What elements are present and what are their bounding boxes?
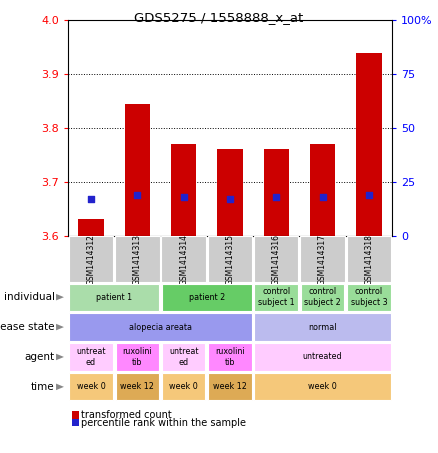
Bar: [310, 144, 335, 236]
Text: GSM1414313: GSM1414313: [133, 234, 142, 284]
Text: GSM1414316: GSM1414316: [272, 234, 281, 284]
Point: [88, 195, 95, 202]
Bar: [254, 343, 391, 371]
Text: GDS5275 / 1558888_x_at: GDS5275 / 1558888_x_at: [134, 11, 304, 24]
Bar: [78, 219, 104, 236]
Bar: [115, 236, 159, 282]
Text: week 0: week 0: [77, 382, 106, 391]
Text: transformed count: transformed count: [81, 410, 172, 420]
Point: [273, 193, 280, 200]
Bar: [301, 284, 344, 311]
Text: GSM1414315: GSM1414315: [226, 234, 234, 284]
Bar: [69, 313, 252, 341]
Text: week 12: week 12: [120, 382, 154, 391]
Polygon shape: [56, 384, 64, 390]
Text: week 0: week 0: [308, 382, 337, 391]
Bar: [116, 343, 159, 371]
Bar: [254, 373, 391, 400]
Point: [226, 195, 233, 202]
Bar: [116, 373, 159, 400]
Bar: [69, 236, 113, 282]
Bar: [171, 144, 196, 236]
Polygon shape: [56, 324, 64, 330]
Bar: [346, 236, 391, 282]
Bar: [347, 284, 391, 311]
Bar: [264, 149, 289, 236]
Bar: [162, 236, 206, 282]
Polygon shape: [56, 354, 64, 360]
Point: [134, 191, 141, 198]
Bar: [162, 284, 252, 311]
Text: disease state: disease state: [0, 322, 55, 332]
Text: untreat
ed: untreat ed: [169, 347, 198, 366]
Text: ruxolini
tib: ruxolini tib: [215, 347, 245, 366]
Bar: [208, 343, 252, 371]
Bar: [356, 53, 381, 236]
Point: [365, 191, 372, 198]
Text: GSM1414318: GSM1414318: [364, 234, 373, 284]
Text: untreated: untreated: [303, 352, 343, 361]
Text: alopecia areata: alopecia areata: [129, 323, 192, 332]
Bar: [217, 149, 243, 236]
Bar: [69, 284, 159, 311]
Polygon shape: [56, 294, 64, 300]
Bar: [69, 373, 113, 400]
Text: control
subject 2: control subject 2: [304, 288, 341, 307]
Bar: [254, 313, 391, 341]
Bar: [124, 104, 150, 236]
Text: percentile rank within the sample: percentile rank within the sample: [81, 418, 247, 428]
Point: [180, 193, 187, 200]
Text: patient 2: patient 2: [189, 293, 225, 302]
Bar: [254, 236, 298, 282]
Text: GSM1414312: GSM1414312: [87, 234, 95, 284]
Text: ruxolini
tib: ruxolini tib: [123, 347, 152, 366]
Text: normal: normal: [308, 323, 337, 332]
Text: patient 1: patient 1: [96, 293, 132, 302]
Text: control
subject 1: control subject 1: [258, 288, 295, 307]
Bar: [300, 236, 345, 282]
Text: week 0: week 0: [169, 382, 198, 391]
Bar: [208, 236, 252, 282]
Bar: [162, 373, 205, 400]
Text: untreat
ed: untreat ed: [76, 347, 106, 366]
Text: agent: agent: [25, 352, 55, 362]
Point: [319, 193, 326, 200]
Bar: [254, 284, 298, 311]
Bar: [69, 343, 113, 371]
Text: GSM1414317: GSM1414317: [318, 234, 327, 284]
Bar: [162, 343, 205, 371]
Text: GSM1414314: GSM1414314: [179, 234, 188, 284]
Bar: [208, 373, 252, 400]
Text: control
subject 3: control subject 3: [350, 288, 387, 307]
Text: individual: individual: [4, 292, 55, 302]
Text: week 12: week 12: [213, 382, 247, 391]
Text: time: time: [31, 382, 55, 392]
